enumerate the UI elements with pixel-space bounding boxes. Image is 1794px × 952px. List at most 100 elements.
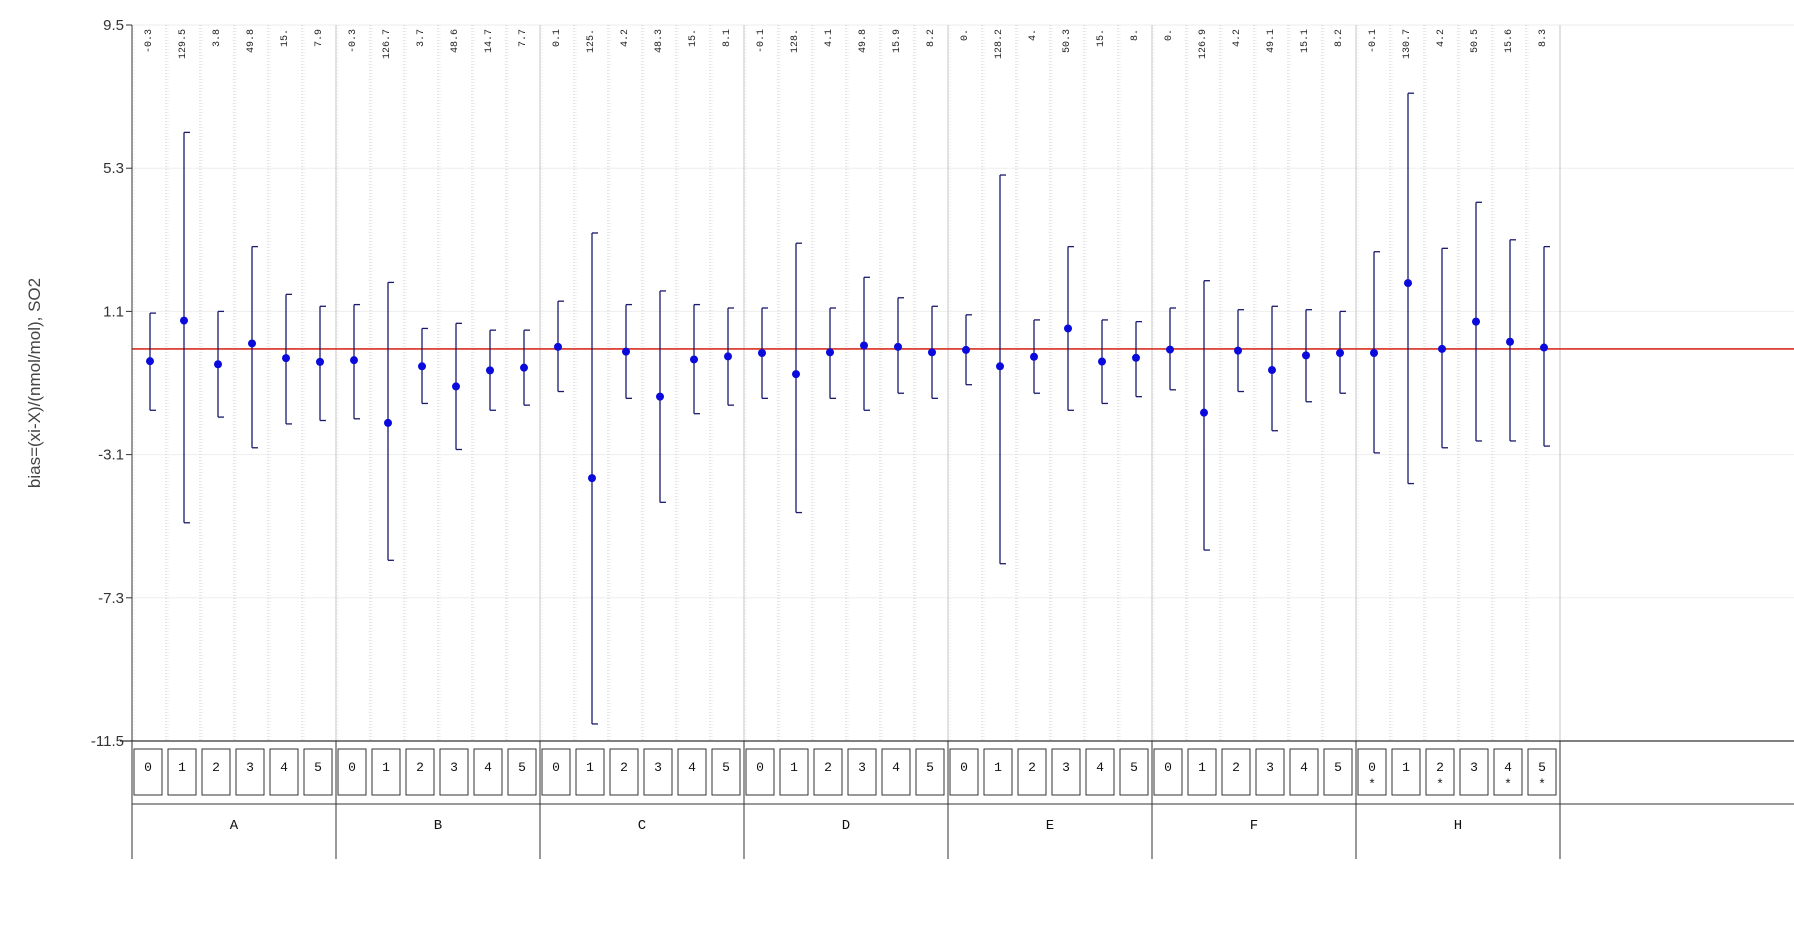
level-label: 4	[1300, 760, 1308, 775]
data-point	[1506, 337, 1514, 346]
top-value-label: -0.1	[756, 29, 767, 53]
plot-background	[132, 25, 1794, 741]
level-label: 3	[654, 760, 662, 775]
data-point	[520, 363, 528, 372]
top-value-label: 3.7	[416, 29, 427, 47]
top-value-label: 7.9	[314, 29, 325, 47]
top-value-label: 128.	[790, 29, 801, 53]
top-value-label: 48.3	[654, 29, 665, 53]
data-point	[1540, 343, 1548, 352]
level-cell	[847, 748, 877, 796]
level-cell	[1289, 748, 1319, 796]
top-value-label: 7.7	[518, 29, 529, 47]
level-marker: *	[1504, 777, 1512, 792]
group-label: F	[1250, 818, 1258, 834]
level-cell	[473, 748, 503, 796]
level-cell	[1255, 748, 1285, 796]
level-cell	[1187, 748, 1217, 796]
level-label: 2	[416, 760, 424, 775]
data-point	[282, 354, 290, 363]
top-value-label: 126.9	[1198, 29, 1209, 59]
level-cell	[813, 748, 843, 796]
top-value-label: 8.3	[1538, 29, 1549, 47]
top-value-label: 14.7	[484, 29, 495, 53]
level-label: 4	[484, 760, 492, 775]
level-cell	[881, 748, 911, 796]
y-tick-label: -11.5	[91, 733, 124, 750]
data-point	[656, 392, 664, 401]
level-cell	[269, 748, 299, 796]
top-value-labels: -0.3 129.5 3.8 49.8 15. 7.9 -0.3 126.7 3.7 48.6 14…	[144, 29, 1549, 59]
level-label: 1	[1402, 760, 1410, 775]
level-cell	[201, 748, 231, 796]
top-value-label: 48.6	[450, 29, 461, 53]
data-point	[350, 356, 358, 365]
level-label: 2	[1232, 760, 1240, 775]
level-cell	[405, 748, 435, 796]
data-point	[962, 345, 970, 354]
level-cell	[1357, 748, 1387, 796]
data-point	[146, 357, 154, 366]
level-label: 3	[450, 760, 458, 775]
top-value-label: 8.1	[722, 29, 733, 47]
level-label: 5	[1334, 760, 1342, 775]
top-value-label: 49.1	[1266, 29, 1277, 53]
data-point	[1268, 366, 1276, 375]
data-point	[1302, 351, 1310, 360]
level-label: 0	[1164, 760, 1172, 775]
top-value-label: 50.5	[1470, 29, 1481, 53]
y-tick-label: -7.3	[98, 590, 124, 607]
top-value-label: -0.3	[144, 29, 155, 53]
data-point	[690, 355, 698, 364]
level-label: 2	[824, 760, 832, 775]
data-point	[1234, 346, 1242, 355]
top-value-label: 8.2	[1334, 29, 1345, 47]
level-label: 3	[858, 760, 866, 775]
data-point	[1404, 279, 1412, 288]
top-value-label: 125.	[586, 29, 597, 53]
level-cell	[677, 748, 707, 796]
top-value-label: 130.7	[1402, 29, 1413, 59]
level-cell	[1153, 748, 1183, 796]
level-label: 5	[518, 760, 526, 775]
top-value-label: 50.3	[1062, 29, 1073, 53]
top-value-label: 15.	[1096, 29, 1107, 47]
top-value-label: -0.3	[348, 29, 359, 53]
group-label: B	[434, 818, 442, 834]
top-value-label: 8.	[1130, 29, 1141, 41]
level-cell	[541, 748, 571, 796]
level-cell	[133, 748, 163, 796]
level-label: 1	[994, 760, 1002, 775]
level-cell	[167, 748, 197, 796]
level-cell	[1493, 748, 1523, 796]
top-value-label: 4.2	[1436, 29, 1447, 47]
level-label: 1	[586, 760, 594, 775]
level-cell	[1459, 748, 1489, 796]
level-cell	[779, 748, 809, 796]
level-cell	[575, 748, 605, 796]
plot-area	[132, 25, 1794, 741]
level-cell	[643, 748, 673, 796]
level-marker: *	[1368, 777, 1376, 792]
top-value-label: 126.7	[382, 29, 393, 59]
top-value-label: 3.8	[212, 29, 223, 47]
y-tick-label: -3.1	[98, 447, 124, 464]
level-label: 5	[314, 760, 322, 775]
level-label: 3	[246, 760, 254, 775]
y-tick-label: 1.1	[103, 303, 124, 320]
top-value-label: 0.	[960, 29, 971, 41]
y-tick-label: 5.3	[103, 160, 124, 177]
top-value-label: 4.2	[620, 29, 631, 47]
level-cell	[371, 748, 401, 796]
level-label: 2	[1028, 760, 1036, 775]
top-value-label: 129.5	[178, 29, 189, 59]
top-value-label: 8.2	[926, 29, 937, 47]
top-value-label: 49.8	[858, 29, 869, 53]
data-points	[146, 279, 1548, 483]
data-point	[826, 348, 834, 357]
data-point	[486, 366, 494, 375]
top-value-label: 4.	[1028, 29, 1039, 41]
data-point	[622, 347, 630, 356]
group-label: D	[842, 818, 850, 834]
